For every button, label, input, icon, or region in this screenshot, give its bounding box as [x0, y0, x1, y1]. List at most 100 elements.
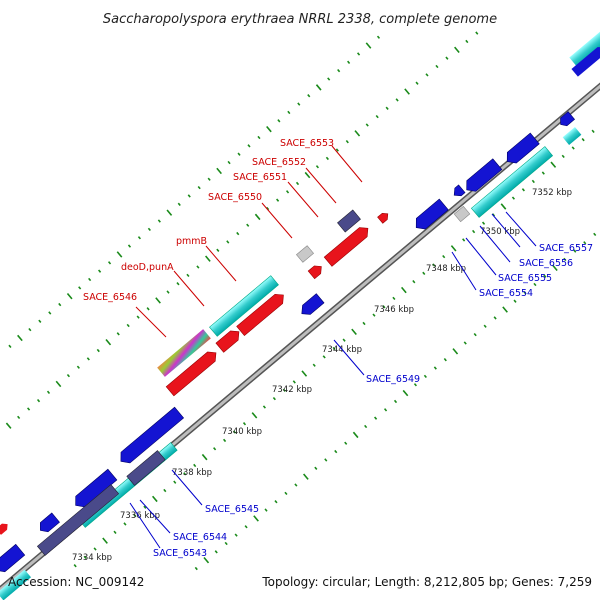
tick-mark — [583, 241, 587, 245]
cds-arrow[interactable] — [557, 111, 575, 129]
gene-label[interactable]: deoD,punA — [121, 262, 174, 273]
gene-label[interactable]: SACE_6553 — [280, 138, 334, 149]
gene-label[interactable]: SACE_6555 — [498, 273, 552, 284]
tick-mark — [571, 146, 575, 150]
tick-mark — [415, 81, 419, 85]
cds-arrow[interactable] — [503, 132, 540, 167]
tick-mark — [116, 251, 123, 258]
tick-mark — [76, 365, 80, 369]
cds-arrow[interactable] — [71, 468, 118, 511]
cds-arrow[interactable] — [165, 348, 220, 397]
cds-arrow[interactable] — [236, 290, 288, 337]
grey-feature[interactable] — [296, 245, 314, 263]
cds-band[interactable] — [562, 127, 582, 145]
cds-arrow[interactable] — [377, 211, 391, 224]
cds-band[interactable] — [569, 29, 600, 67]
cds-arrow[interactable] — [215, 327, 243, 353]
tick-mark — [236, 231, 240, 236]
tick-mark — [303, 473, 309, 480]
accession-text: Accession: NC_009142 — [8, 575, 144, 589]
tick-mark — [251, 412, 258, 419]
cds-arrow[interactable] — [323, 224, 372, 267]
gene-label[interactable]: SACE_6556 — [519, 258, 573, 269]
tick-mark — [347, 60, 351, 64]
tick-label: 7346 kbp — [374, 305, 414, 315]
cds-arrow[interactable] — [36, 512, 60, 535]
grey-feature[interactable] — [453, 205, 471, 223]
tick-mark — [246, 223, 250, 227]
rna-feature[interactable] — [337, 209, 361, 233]
tick-mark — [541, 171, 545, 175]
tick-label: 7350 kbp — [480, 227, 520, 237]
tick-label: 7348 kbp — [426, 264, 466, 274]
tick-label: 7334 kbp — [72, 553, 112, 563]
gene-label[interactable]: SACE_6543 — [153, 548, 207, 559]
tick-mark — [292, 380, 296, 384]
tick-mark — [143, 505, 147, 509]
cds-arrow[interactable] — [412, 198, 449, 233]
tick-mark — [234, 533, 238, 537]
tick-mark — [137, 236, 142, 240]
tick-mark — [472, 229, 476, 234]
gene-label[interactable]: SACE_6544 — [173, 532, 227, 543]
cds-arrow[interactable] — [298, 293, 325, 319]
tick-mark — [224, 541, 228, 546]
cds-arrow[interactable] — [307, 263, 324, 280]
cds-arrow[interactable] — [462, 158, 503, 195]
cds-arrow[interactable] — [116, 406, 185, 467]
tick-mark — [66, 293, 73, 300]
tick-mark — [385, 106, 389, 110]
gene-label[interactable]: SACE_6551 — [233, 172, 287, 183]
cds-band[interactable] — [0, 569, 32, 600]
cds-band[interactable] — [209, 275, 279, 337]
tick-mark — [98, 269, 102, 273]
cds-arrow[interactable] — [571, 43, 600, 77]
tick-mark — [445, 56, 449, 60]
tick-mark — [422, 271, 426, 275]
gene-label[interactable]: SACE_6546 — [83, 292, 137, 303]
gene-label[interactable]: SACE_6545 — [205, 504, 259, 515]
cds-arrow[interactable] — [0, 543, 26, 575]
tick-mark — [294, 483, 298, 487]
tick-mark — [561, 154, 565, 159]
tick-mark — [247, 144, 251, 148]
tick-mark — [166, 209, 173, 216]
tick-mark — [342, 338, 346, 342]
tick-mark — [48, 311, 52, 315]
tick-mark — [88, 277, 92, 282]
tick-mark — [412, 280, 416, 284]
tick-mark — [435, 64, 439, 69]
gene-label[interactable]: SACE_6552 — [252, 157, 306, 168]
tick-mark — [335, 148, 339, 152]
gene-label[interactable]: SACE_6557 — [539, 243, 593, 254]
rna-feature[interactable] — [36, 484, 120, 556]
tick-mark — [126, 323, 130, 328]
rna-feature[interactable] — [126, 450, 166, 486]
tick-label: 7342 kbp — [272, 385, 312, 395]
cds-arrow[interactable] — [0, 521, 10, 535]
gene-label[interactable]: pmmB — [176, 236, 207, 247]
cds-band[interactable] — [470, 146, 554, 218]
tick-mark — [473, 332, 477, 337]
gene-label[interactable]: SACE_6550 — [208, 192, 262, 203]
tick-mark — [365, 123, 369, 127]
tick-mark — [295, 181, 300, 186]
tick-label: 7340 kbp — [222, 427, 262, 437]
tick-mark — [307, 94, 311, 98]
tick-mark — [450, 245, 457, 252]
tick-mark — [531, 179, 535, 184]
tick-mark — [203, 556, 210, 564]
tick-mark — [395, 98, 399, 102]
gene-label[interactable]: SACE_6549 — [366, 374, 420, 385]
tick-label: 7338 kbp — [172, 468, 212, 478]
tick-mark — [282, 388, 286, 392]
tick-mark — [83, 555, 87, 560]
cds-arrow[interactable] — [451, 184, 466, 199]
tick-mark — [314, 466, 318, 470]
stripe-feature[interactable] — [157, 329, 211, 377]
gene-label[interactable]: SACE_6554 — [479, 288, 533, 299]
tick-mark — [242, 422, 247, 426]
tick-mark — [254, 213, 261, 221]
tick-mark — [297, 102, 301, 106]
